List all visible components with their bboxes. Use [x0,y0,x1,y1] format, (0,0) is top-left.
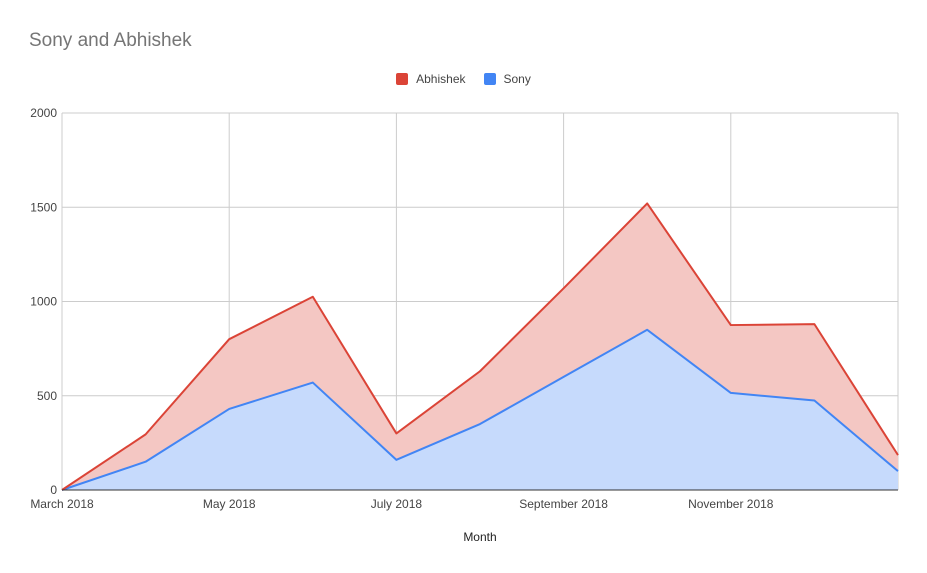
legend-item-abhishek[interactable]: Abhishek [396,72,466,86]
legend-swatch-abhishek [396,73,409,85]
y-tick-label-1000: 1000 [30,295,57,309]
area-series [62,203,898,491]
x-tick-label-6: September 2018 [519,497,608,511]
x-tick-label-2: May 2018 [203,497,256,511]
y-axis-ticks: 0 500 1000 1500 2000 [30,106,57,497]
y-tick-label-1500: 1500 [30,200,57,214]
line-sony [61,328,899,491]
legend: Abhishek Sony [0,72,927,86]
chart-title: Sony and Abhishek [29,30,192,51]
area-abhishek [62,203,898,491]
legend-swatch-sony [483,73,496,85]
line-abhishek [61,202,899,491]
x-tick-label-0: March 2018 [30,497,94,511]
legend-label-abhishek: Abhishek [416,72,466,86]
x-axis-ticks: March 2018 May 2018 July 2018 September 201… [30,497,774,511]
line-series [61,202,899,491]
y-tick-label-0: 0 [50,483,57,497]
x-axis-title: Month [463,530,496,544]
y-tick-label-500: 500 [37,389,57,403]
x-tick-label-8: November 2018 [688,497,774,511]
area-sony [62,329,898,490]
x-tick-label-4: July 2018 [371,497,423,511]
legend-item-sony[interactable]: Sony [483,72,531,86]
y-tick-label-2000: 2000 [30,106,57,120]
legend-label-sony: Sony [503,72,531,86]
